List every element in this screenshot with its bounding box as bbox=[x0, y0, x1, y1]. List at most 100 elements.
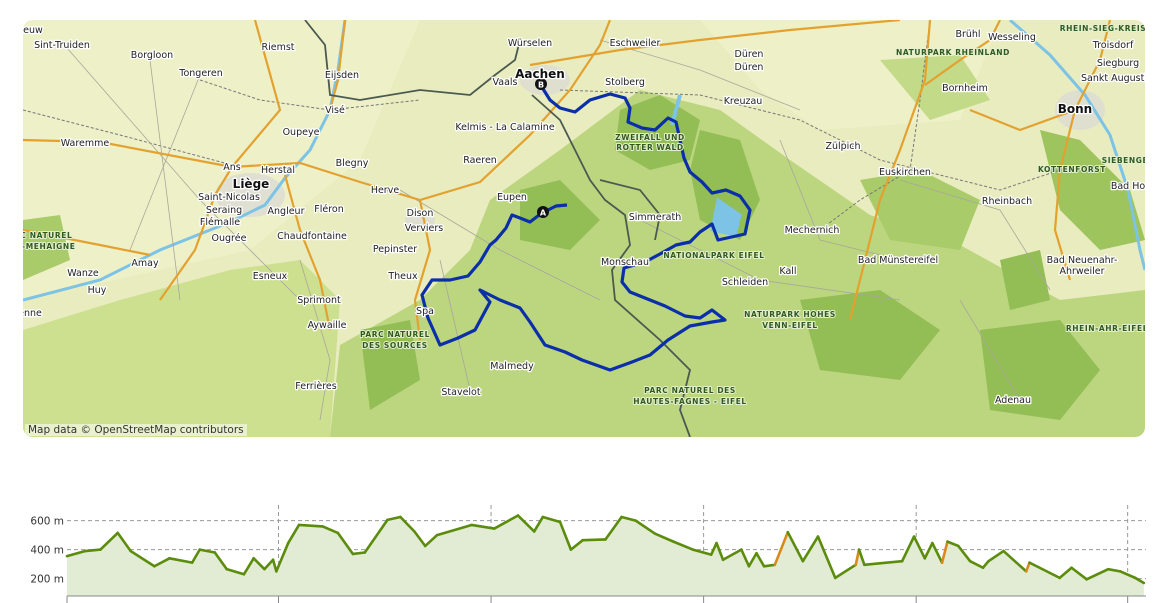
place-label: Ahrweiler bbox=[1059, 266, 1104, 277]
elevation-segment bbox=[1118, 570, 1137, 580]
elevation-segment bbox=[940, 540, 949, 564]
dense-forest bbox=[360, 95, 1100, 420]
place-label: Kelmis - La Calamine bbox=[455, 122, 555, 133]
place-label: enne bbox=[23, 308, 42, 319]
elevation-segment bbox=[399, 515, 416, 533]
elevation-segment bbox=[923, 541, 934, 560]
elevation-segment bbox=[747, 551, 758, 568]
park-label: NATURPARK HOHES bbox=[744, 310, 836, 319]
park-label: HAUTES-FAGNES - EIFEL bbox=[633, 397, 747, 406]
elevation-segment bbox=[516, 514, 536, 533]
park-label: SIEBENGE bbox=[1102, 156, 1145, 165]
elevation-segment bbox=[968, 559, 985, 570]
place-label: Dison bbox=[407, 208, 434, 219]
elevation-segment bbox=[1028, 561, 1061, 580]
elevation-segment bbox=[1024, 561, 1031, 573]
place-label: Zülpich bbox=[825, 141, 860, 152]
elevation-segment bbox=[1085, 567, 1110, 581]
start-marker-label: A bbox=[540, 209, 547, 218]
place-label: Sint-Truiden bbox=[34, 40, 90, 51]
minor-roads bbox=[59, 39, 1051, 421]
place-label: Mechernich bbox=[785, 225, 840, 236]
park-label: ARC NATUREL bbox=[23, 231, 72, 240]
map-attribution: Map data © OpenStreetMap contributors bbox=[25, 424, 247, 436]
end-marker[interactable]: B bbox=[535, 78, 547, 90]
elevation-segment bbox=[242, 556, 255, 576]
place-label: Bornheim bbox=[942, 83, 988, 94]
place-labels: eeuw Sint-Truiden Borgloon Riemst Tongeren Ei… bbox=[23, 23, 1145, 407]
place-label: Adenau bbox=[995, 395, 1031, 406]
elevation-segment bbox=[691, 548, 713, 556]
elevation-segment bbox=[99, 531, 120, 551]
place-label: Bad Ho bbox=[1111, 181, 1145, 192]
y-tick-label: 200 m bbox=[30, 574, 64, 586]
place-label: Liège bbox=[233, 177, 270, 191]
place-label: Simmerath bbox=[629, 212, 682, 223]
elevation-axis bbox=[66, 595, 1146, 603]
elevation-segment bbox=[773, 530, 790, 567]
elevation-segment bbox=[198, 548, 217, 554]
place-label: Wanze bbox=[67, 268, 99, 279]
park-label: ROTTER WALD bbox=[616, 143, 683, 152]
place-label: Euskirchen bbox=[879, 167, 931, 178]
place-label: Flémalle bbox=[200, 217, 240, 228]
place-label: Raeren bbox=[463, 155, 497, 166]
map-canvas[interactable]: A B eeuw Sint-Truiden Borgloon Riemst Tonger… bbox=[23, 20, 1145, 437]
place-label: Eschweiler bbox=[610, 38, 661, 49]
park-label: ZWEIFALL UND bbox=[615, 133, 685, 142]
elevation-segment bbox=[912, 535, 927, 560]
elevation-segment bbox=[801, 535, 820, 563]
place-label: Stolberg bbox=[605, 77, 645, 88]
elevation-segment bbox=[153, 556, 171, 568]
place-label: Huy bbox=[88, 285, 107, 296]
place-label: Vaals bbox=[493, 77, 518, 88]
elevation-segment bbox=[532, 515, 545, 533]
elevation-segment bbox=[336, 531, 355, 556]
elevation-segment bbox=[558, 520, 573, 551]
elevation-segment bbox=[653, 532, 675, 543]
place-label: Visé bbox=[325, 105, 345, 116]
elevation-segment bbox=[213, 551, 228, 571]
route-track[interactable] bbox=[420, 83, 752, 372]
elevation-segment bbox=[225, 567, 246, 576]
elevation-segment bbox=[854, 548, 861, 567]
place-label: Theux bbox=[387, 271, 418, 282]
elevation-segment bbox=[321, 525, 340, 535]
park-label: PARC NATUREL DES bbox=[644, 386, 736, 395]
place-label: Kreuzau bbox=[724, 96, 763, 107]
elevation-segment bbox=[581, 538, 607, 542]
place-label: Kall bbox=[779, 266, 796, 277]
elevation-segment bbox=[634, 519, 657, 535]
place-label: Esneux bbox=[253, 271, 288, 282]
elevation-segment bbox=[65, 549, 87, 558]
place-label: Troisdorf bbox=[1092, 40, 1134, 51]
place-label: Düren bbox=[735, 49, 764, 60]
place-label: Waremme bbox=[61, 138, 110, 149]
elevation-segment bbox=[946, 540, 960, 548]
elevation-profile[interactable]: 200 m 400 m 600 m bbox=[0, 500, 1168, 603]
start-marker[interactable]: A bbox=[537, 206, 549, 218]
place-label: Pepinster bbox=[373, 244, 417, 255]
rivers bbox=[23, 20, 1145, 302]
route-map[interactable]: A B eeuw Sint-Truiden Borgloon Riemst Tonger… bbox=[23, 20, 1145, 437]
elevation-segment bbox=[363, 518, 389, 554]
elevation-segment bbox=[857, 548, 866, 567]
place-label: Würselen bbox=[508, 38, 552, 49]
park-label: NATIONALPARK EIFEL bbox=[663, 251, 764, 260]
elevation-segment bbox=[435, 523, 473, 537]
elevation-segment bbox=[275, 541, 290, 573]
place-label: Brühl bbox=[955, 29, 980, 40]
park-label: NATURPARK RHEINLAND bbox=[896, 48, 1010, 57]
elevation-segment bbox=[981, 559, 990, 570]
elevation-segment bbox=[1106, 567, 1122, 573]
urban-areas bbox=[215, 65, 1105, 230]
y-tick-label: 400 m bbox=[30, 545, 64, 557]
park-label: VENN-EIFEL bbox=[762, 321, 818, 330]
elevation-segment bbox=[252, 556, 266, 571]
place-label: Ferrières bbox=[295, 381, 336, 392]
elevation-segment bbox=[263, 558, 275, 571]
elevation-segment bbox=[569, 538, 585, 551]
place-label: Saint-Nicolas bbox=[198, 192, 260, 203]
elevation-segment bbox=[84, 548, 102, 553]
elevation-segment bbox=[492, 514, 520, 530]
